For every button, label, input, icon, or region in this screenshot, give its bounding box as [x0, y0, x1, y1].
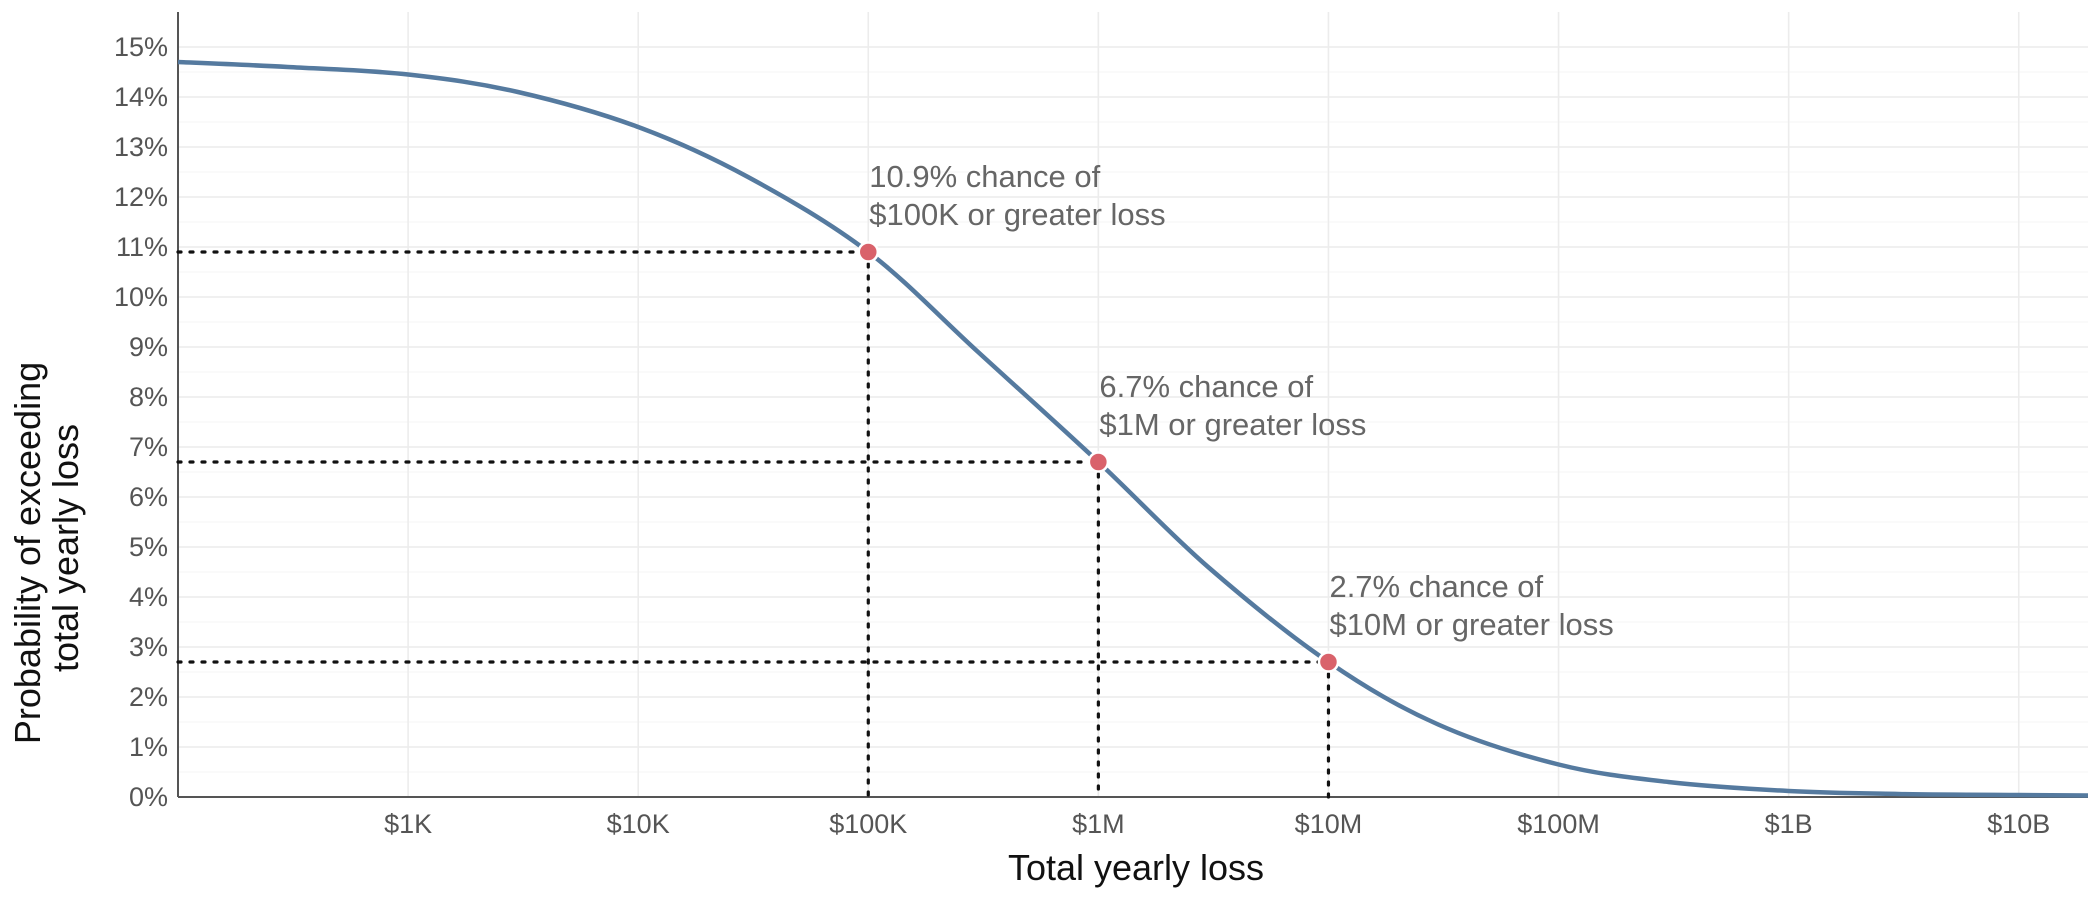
annotation-label: 2.7% chance of $10M or greater loss: [1329, 569, 1613, 642]
y-tick-label: 15%: [114, 32, 168, 62]
y-tick-label: 2%: [129, 682, 168, 712]
y-tick-label: 5%: [129, 532, 168, 562]
annotation-line: 10.9% chance of: [869, 159, 1100, 194]
x-tick-label: $100M: [1517, 809, 1600, 839]
y-tick-label: 9%: [129, 332, 168, 362]
y-tick-label: 0%: [129, 782, 168, 812]
x-axis-title: Total yearly loss: [1008, 847, 1264, 888]
annotation-label: 6.7% chance of $1M or greater loss: [1099, 369, 1366, 442]
y-axis-title-line-1: Probability of exceeding: [7, 362, 48, 744]
x-tick-label: $100K: [829, 809, 907, 839]
annotation-line: $10M or greater loss: [1329, 607, 1613, 642]
y-tick-label: 4%: [129, 582, 168, 612]
y-tick-label: 10%: [114, 282, 168, 312]
x-tick-label: $1K: [384, 809, 432, 839]
x-tick-label: $1B: [1765, 809, 1813, 839]
grid-lines: [178, 12, 2088, 798]
highlight-point: [1087, 451, 1110, 473]
x-tick-label: $10B: [1987, 809, 2050, 839]
x-tick-label: $10M: [1295, 809, 1363, 839]
y-tick-label: 14%: [114, 82, 168, 112]
annotation-label: 10.9% chance of $100K or greater loss: [869, 159, 1165, 232]
y-tick-label: 8%: [129, 382, 168, 412]
y-tick-label: 11%: [116, 232, 168, 262]
highlight-point: [1317, 651, 1340, 673]
annotation-line: $100K or greater loss: [869, 197, 1165, 232]
x-tick-label: $1M: [1072, 809, 1125, 839]
y-axis-title: Probability of exceeding total yearly lo…: [7, 352, 86, 744]
x-tick-label: $10K: [607, 809, 670, 839]
annotation-line: 2.7% chance of: [1329, 569, 1543, 604]
series: [177, 59, 2089, 798]
guide-lines: [176, 250, 1331, 799]
y-axis-title-line-2: total yearly loss: [45, 424, 86, 672]
y-tick-label: 7%: [129, 432, 168, 462]
y-tick-label: 13%: [114, 132, 168, 162]
annotation-line: 6.7% chance of: [1099, 369, 1313, 404]
annotations: 10.9% chance of $100K or greater loss 6.7%…: [869, 159, 1613, 642]
y-tick-label: 12%: [114, 182, 168, 212]
y-axis-tick-labels: 0% 1% 2% 3% 4% 5% 6% 7% 8% 9% 10% 11% 12% 13% 14% 15%: [114, 32, 168, 812]
y-tick-label: 6%: [129, 482, 168, 512]
y-tick-label: 3%: [129, 632, 168, 662]
highlight-point: [857, 241, 880, 263]
annotation-line: $1M or greater loss: [1099, 407, 1366, 442]
y-tick-label: 1%: [129, 732, 168, 762]
x-axis-tick-labels: $1K $10K $100K $1M $10M $100M $1B $10B: [384, 809, 2050, 839]
axes: [177, 12, 2088, 798]
highlight-points: [857, 241, 1340, 673]
exceedance-curve: [177, 59, 2089, 798]
